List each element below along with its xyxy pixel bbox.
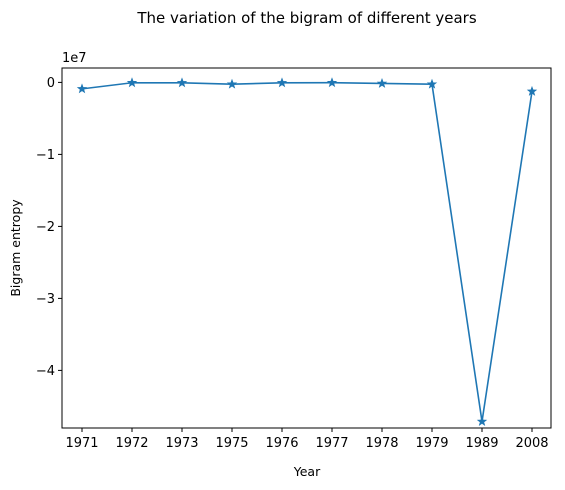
x-tick-label: 1973	[165, 436, 198, 451]
y-tick-label: −2	[36, 220, 55, 235]
x-tick-label: 1975	[215, 436, 248, 451]
data-point-marker	[76, 83, 88, 94]
chart-title: The variation of the bigram of different…	[136, 9, 476, 27]
x-axis-title: Year	[293, 464, 321, 479]
plot-frame	[61, 67, 552, 429]
x-tick-label: 1977	[315, 436, 348, 451]
data-point-marker	[276, 77, 288, 88]
x-tick-label: 1972	[115, 436, 148, 451]
y-tick-label: −4	[36, 364, 55, 379]
data-point-marker	[526, 85, 538, 96]
x-tick-label: 1971	[65, 436, 98, 451]
data-point-marker	[426, 78, 438, 89]
series-layer	[76, 77, 538, 426]
y-offset-label: 1e7	[62, 51, 87, 66]
x-tick-label: 1989	[465, 436, 498, 451]
x-tick-label: 1978	[365, 436, 398, 451]
y-tick-label: −1	[36, 148, 55, 163]
y-axis: 0 −1 −2 −3 −4	[36, 76, 62, 379]
data-point-marker	[476, 416, 488, 426]
y-axis-title: Bigram entropy	[8, 199, 23, 297]
x-tick-label: 2008	[515, 436, 548, 451]
data-point-marker	[376, 78, 388, 88]
data-point-marker	[126, 77, 138, 88]
x-tick-label: 1976	[265, 436, 298, 451]
data-point-marker	[226, 78, 238, 89]
x-tick-label: 1979	[415, 436, 448, 451]
data-point-marker	[326, 77, 338, 88]
data-point-marker	[176, 77, 188, 88]
x-axis: 1971 1972 1973 1975 1976 1977 1978 1979 1989 2008	[65, 428, 549, 451]
series-line	[81, 81, 533, 423]
y-tick-label: −3	[36, 292, 55, 307]
y-tick-label: 0	[47, 76, 55, 91]
